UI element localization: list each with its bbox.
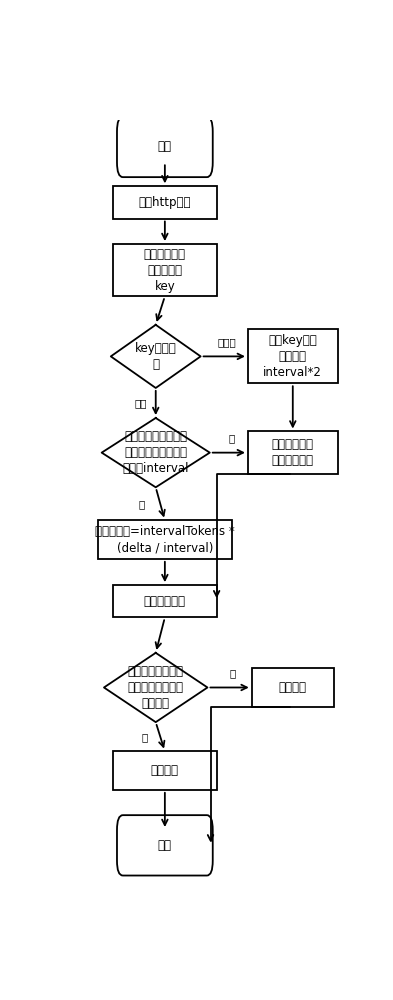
- Polygon shape: [111, 325, 201, 388]
- FancyBboxPatch shape: [248, 329, 338, 383]
- Text: 存在: 存在: [134, 398, 147, 408]
- Text: 拒绝请求: 拒绝请求: [279, 681, 307, 694]
- FancyBboxPatch shape: [98, 520, 232, 559]
- Text: 是: 是: [229, 433, 235, 443]
- Text: 否: 否: [230, 668, 236, 678]
- Text: 结束: 结束: [158, 839, 172, 852]
- FancyBboxPatch shape: [113, 585, 217, 617]
- Text: 获取作为限流
条件的标识
key: 获取作为限流 条件的标识 key: [144, 248, 186, 293]
- Text: 执行请求: 执行请求: [151, 764, 179, 777]
- Polygon shape: [104, 653, 208, 722]
- FancyBboxPatch shape: [117, 815, 213, 876]
- FancyBboxPatch shape: [117, 117, 213, 177]
- FancyBboxPatch shape: [252, 668, 334, 707]
- Text: key是否存
在: key是否存 在: [135, 342, 176, 371]
- Text: 开始: 开始: [158, 140, 172, 153]
- Text: 不存在: 不存在: [218, 337, 237, 347]
- Text: 是: 是: [142, 732, 148, 742]
- FancyBboxPatch shape: [113, 186, 217, 219]
- FancyBboxPatch shape: [113, 751, 217, 790]
- Text: 本次请求消耗的令
牌是否小于令牌桶
所剩令牌: 本次请求消耗的令 牌是否小于令牌桶 所剩令牌: [128, 665, 184, 710]
- FancyBboxPatch shape: [248, 431, 338, 474]
- Text: 本次请求距离上一次
令牌放入时间间隔是
否大于interval: 本次请求距离上一次 令牌放入时间间隔是 否大于interval: [123, 430, 189, 475]
- Text: 放置令牌数=intervalTokens *
(delta / interval): 放置令牌数=intervalTokens * (delta / interval…: [95, 525, 235, 554]
- Text: 令牌桶放入最
大数量的令牌: 令牌桶放入最 大数量的令牌: [272, 438, 314, 467]
- Text: 设置key，过
期时间为
interval*2: 设置key，过 期时间为 interval*2: [263, 334, 322, 379]
- Text: 否: 否: [139, 499, 145, 509]
- Text: 重置放入时间: 重置放入时间: [144, 595, 186, 608]
- FancyBboxPatch shape: [113, 244, 217, 296]
- Text: 发起http请求: 发起http请求: [139, 196, 191, 209]
- Polygon shape: [102, 418, 210, 487]
